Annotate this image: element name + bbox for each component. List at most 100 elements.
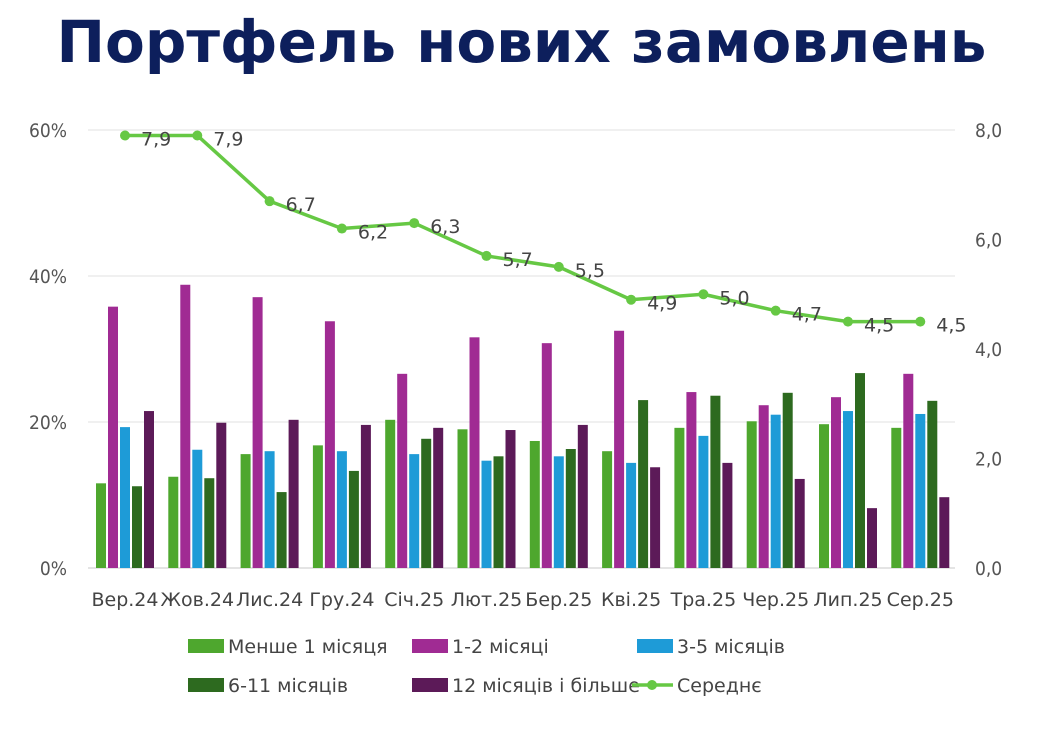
y2-tick-label: 0,0: [975, 558, 1002, 580]
bar-2: [915, 413, 926, 568]
average-point: [120, 130, 130, 141]
data-label: 4,7: [792, 304, 822, 326]
bar-2: [843, 411, 853, 568]
average-point: [698, 289, 709, 300]
bar-2: [553, 456, 564, 568]
bar-1: [758, 405, 769, 568]
data-label: 7,9: [213, 128, 243, 150]
legend-swatch: [188, 639, 224, 653]
bar-4: [216, 422, 227, 568]
y-tick-label: 60%: [29, 120, 67, 142]
data-label: 5,5: [575, 260, 605, 282]
y2-tick-label: 4,0: [975, 339, 1002, 361]
bar-1: [397, 373, 408, 568]
average-point: [770, 305, 781, 316]
bar-4: [939, 497, 950, 568]
bar-1: [903, 373, 914, 568]
x-tick-label: Лют.25: [451, 589, 523, 611]
bar-3: [782, 392, 793, 568]
data-label: 7,9: [141, 128, 171, 150]
bar-0: [96, 483, 106, 568]
bar-1: [541, 343, 552, 568]
bar-3: [638, 400, 649, 568]
bar-0: [312, 445, 323, 568]
average-point: [481, 250, 492, 261]
x-tick-label: Вер.24: [91, 589, 158, 611]
bar-1: [614, 330, 625, 568]
bar-3: [348, 470, 359, 568]
bar-2: [264, 451, 275, 568]
bar-0: [674, 427, 685, 568]
bar-2: [626, 462, 637, 568]
data-label: 5,7: [503, 249, 533, 271]
bar-3: [204, 478, 215, 568]
x-tick-label: Тра.25: [670, 589, 737, 611]
bar-4: [360, 424, 371, 568]
legend-label: 1-2 місяці: [452, 636, 549, 658]
average-point: [626, 294, 637, 305]
x-tick-label: Сер.25: [887, 589, 954, 611]
legend-label: 6-11 місяців: [228, 675, 348, 697]
bar-3: [565, 449, 576, 568]
bar-2: [770, 414, 781, 568]
bar-4: [433, 427, 444, 568]
legend-marker: [647, 680, 657, 690]
bar-3: [927, 400, 938, 568]
bar-1: [180, 284, 191, 568]
bar-0: [385, 419, 396, 568]
bar-0: [602, 451, 613, 568]
bar-3: [710, 395, 721, 568]
bar-3: [855, 373, 865, 568]
y-tick-label: 0%: [40, 558, 67, 580]
bar-3: [493, 456, 504, 568]
bar-4: [505, 430, 516, 568]
y-tick-label: 20%: [29, 412, 67, 434]
bar-0: [168, 476, 179, 568]
data-label: 4,5: [936, 315, 966, 337]
y-tick-label: 40%: [29, 266, 67, 288]
x-tick-label: Жов.24: [161, 589, 235, 611]
average-point: [264, 196, 275, 207]
y2-tick-label: 6,0: [975, 230, 1002, 252]
legend-swatch: [412, 678, 448, 692]
bar-3: [276, 492, 287, 568]
data-label: 4,5: [864, 315, 894, 337]
bar-0: [457, 429, 468, 568]
y2-tick-label: 8,0: [975, 120, 1002, 142]
bar-3: [132, 486, 142, 568]
bar-4: [794, 478, 805, 568]
bar-1: [324, 321, 335, 568]
bar-1: [686, 392, 697, 568]
legend-label: 12 місяців і більше: [452, 675, 640, 697]
bar-0: [529, 440, 540, 568]
data-label: 4,9: [647, 293, 677, 315]
data-label: 5,0: [719, 287, 749, 309]
legend-swatch: [412, 639, 448, 653]
average-point: [409, 218, 420, 229]
average-point: [843, 316, 853, 327]
bar-1: [252, 297, 263, 568]
bar-0: [240, 454, 251, 568]
legend-label: 3-5 місяців: [677, 636, 785, 658]
data-label: 6,7: [286, 194, 316, 216]
x-tick-label: Чер.25: [742, 589, 809, 611]
bar-4: [722, 462, 733, 568]
bar-1: [469, 337, 480, 568]
data-label: 6,3: [430, 216, 460, 238]
average-point: [192, 130, 203, 141]
bar-0: [819, 424, 829, 568]
average-line: [125, 133, 921, 324]
bar-2: [120, 427, 130, 568]
x-tick-label: Лип.25: [813, 589, 882, 611]
legend-swatch: [637, 639, 673, 653]
bar-4: [650, 467, 661, 568]
bar-3: [421, 438, 432, 568]
bar-4: [867, 508, 877, 568]
x-tick-label: Гру.24: [309, 589, 374, 611]
bar-1: [108, 306, 118, 568]
average-point: [336, 223, 347, 234]
bar-0: [891, 427, 902, 568]
bar-2: [698, 435, 709, 568]
bar-2: [481, 460, 492, 568]
